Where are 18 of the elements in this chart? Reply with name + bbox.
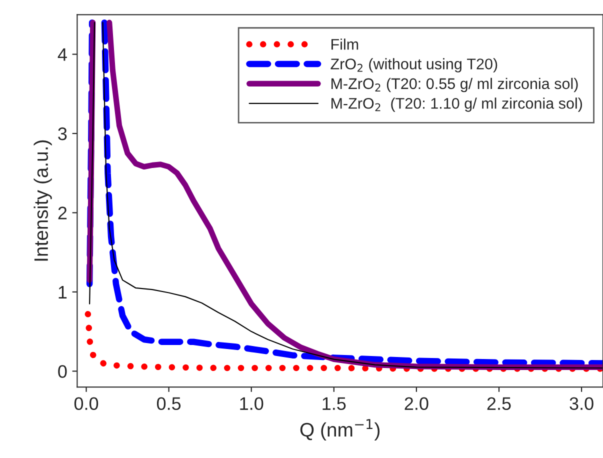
x-tick-label: 2.0 <box>404 397 428 410</box>
legend-label: ZrO$_{2}$ (without using T20) <box>330 58 498 72</box>
y-tick-label: 4 <box>58 48 67 61</box>
x-tick-label: 0.5 <box>156 397 181 410</box>
x-tick-label: 1.5 <box>322 397 346 410</box>
y-tick-label: 2 <box>58 206 67 220</box>
y-tick-label: 1 <box>58 286 67 298</box>
x-axis-title: Q (nm$^{−1}$) <box>300 419 380 441</box>
x-tick-label: 1.0 <box>240 397 264 410</box>
x-tick-label: 0.0 <box>74 397 98 410</box>
y-tick-label: 3 <box>58 127 67 140</box>
legend-label: M-ZrO$_{2}$ (T20: 1.10 g/ ml zirconia sol) <box>331 98 582 112</box>
legend-label: Film <box>331 38 358 50</box>
y-tick-label: 0 <box>58 365 67 378</box>
x-tick-label: 2.5 <box>487 397 511 410</box>
x-tick-label: 3.0 <box>570 397 594 410</box>
y-axis-title: Intensity (a.u.) <box>34 140 52 261</box>
legend-label: M-ZrO$_{2}$ (T20: 0.55 g/ ml zirconia sol) <box>331 78 578 92</box>
